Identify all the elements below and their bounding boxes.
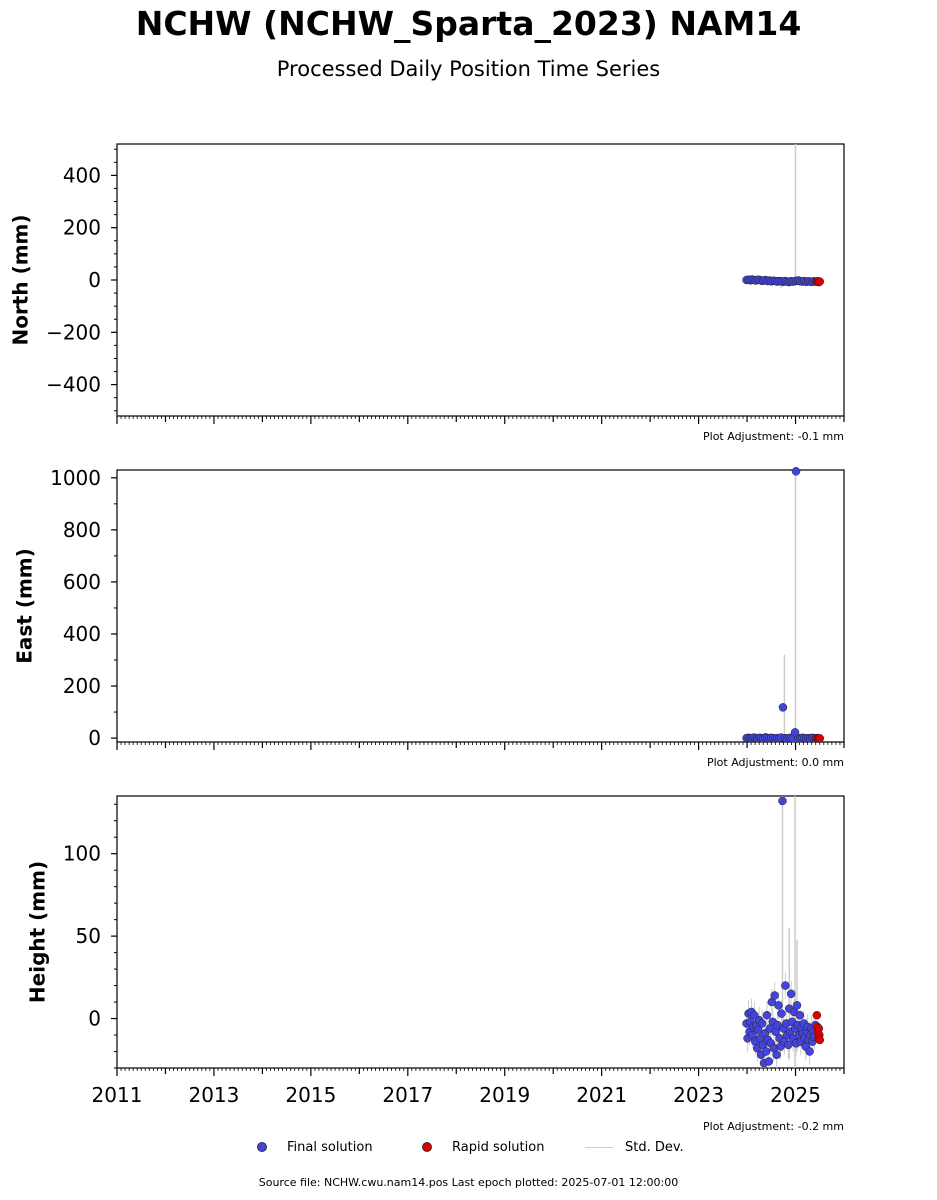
y-tick-label: 0 [88, 1007, 101, 1031]
final-solution-point [753, 1025, 763, 1035]
plot-adjustment-label: Plot Adjustment: -0.2 mm [703, 1120, 844, 1133]
rapid-solution-point [812, 1010, 822, 1020]
final-solution-point [791, 467, 801, 476]
final-solution-point [761, 1047, 771, 1056]
final-solution-point [770, 991, 779, 1000]
final-solution-point [792, 1001, 802, 1010]
legend-final-label: Final solution [287, 1139, 373, 1155]
source-footer: Source file: NCHW.cwu.nam14.pos Last epo… [258, 1176, 679, 1189]
y-tick-label: 100 [63, 842, 101, 866]
final-solution-point [764, 1057, 774, 1066]
y-tick-label: 400 [63, 163, 101, 187]
y-tick-label: 0 [88, 726, 101, 750]
x-tick-label: 2021 [576, 1083, 627, 1107]
y-axis-label: East (mm) [13, 548, 37, 664]
x-tick-label: 2023 [673, 1083, 724, 1107]
final-solution-point [774, 1001, 783, 1010]
plot-frame-1 [116, 469, 845, 743]
y-tick-label: 200 [63, 216, 101, 240]
y-axis-label: North (mm) [9, 214, 33, 345]
legend-stddev-label: Std. Dev. [625, 1139, 684, 1155]
final-solution-point [784, 1040, 793, 1050]
stddev-line-marker [585, 1146, 613, 1148]
rapid-solution-point [815, 1035, 825, 1045]
y-tick-label: 0 [88, 268, 101, 292]
y-tick-label: 800 [63, 518, 101, 542]
x-tick-label: 2017 [382, 1083, 433, 1107]
y-axis-label: Height (mm) [26, 861, 50, 1003]
y-tick-label: 400 [63, 622, 101, 646]
rapid-solution-marker [422, 1142, 432, 1152]
rapid-solution-point [815, 277, 825, 286]
y-tick-label: 200 [63, 674, 101, 698]
rapid-solution-point [815, 734, 825, 743]
x-tick-label: 2013 [188, 1083, 239, 1107]
y-tick-label: −200 [46, 320, 101, 344]
final-solution-point [757, 1019, 767, 1028]
plot-frame-2 [116, 795, 845, 1069]
y-tick-label: 50 [76, 924, 101, 948]
plot-adjustment-label: Plot Adjustment: 0.0 mm [707, 756, 844, 769]
legend-item-stddev: Std. Dev. [585, 1137, 684, 1157]
legend: Final solution Rapid solution Std. Dev. [0, 1137, 937, 1157]
x-tick-label: 2025 [770, 1083, 821, 1107]
final-solution-point [786, 989, 796, 999]
final-solution-marker [257, 1142, 267, 1152]
final-solution-point [778, 796, 787, 806]
final-solution-point [795, 1010, 805, 1020]
final-solution-point [778, 703, 788, 712]
chart-title: NCHW (NCHW_Sparta_2023) NAM14 [135, 4, 802, 43]
legend-item-final: Final solution [257, 1137, 373, 1157]
chart-subtitle: Processed Daily Position Time Series [276, 57, 661, 81]
final-solution-point [762, 1010, 772, 1020]
final-solution-point [781, 981, 790, 990]
y-tick-label: −400 [46, 373, 101, 397]
y-tick-label: 1000 [50, 466, 101, 490]
legend-rapid-label: Rapid solution [452, 1139, 545, 1155]
x-tick-label: 2011 [92, 1083, 143, 1107]
final-solution-point [772, 1050, 781, 1060]
final-solution-point [777, 1009, 786, 1018]
plot-frame-0 [116, 143, 845, 417]
x-tick-label: 2019 [479, 1083, 530, 1107]
x-tick-label: 2015 [285, 1083, 336, 1107]
final-solution-point [805, 1047, 814, 1056]
legend-item-rapid: Rapid solution [422, 1137, 544, 1157]
y-tick-label: 600 [63, 570, 101, 594]
plot-adjustment-label: Plot Adjustment: -0.1 mm [703, 430, 844, 443]
